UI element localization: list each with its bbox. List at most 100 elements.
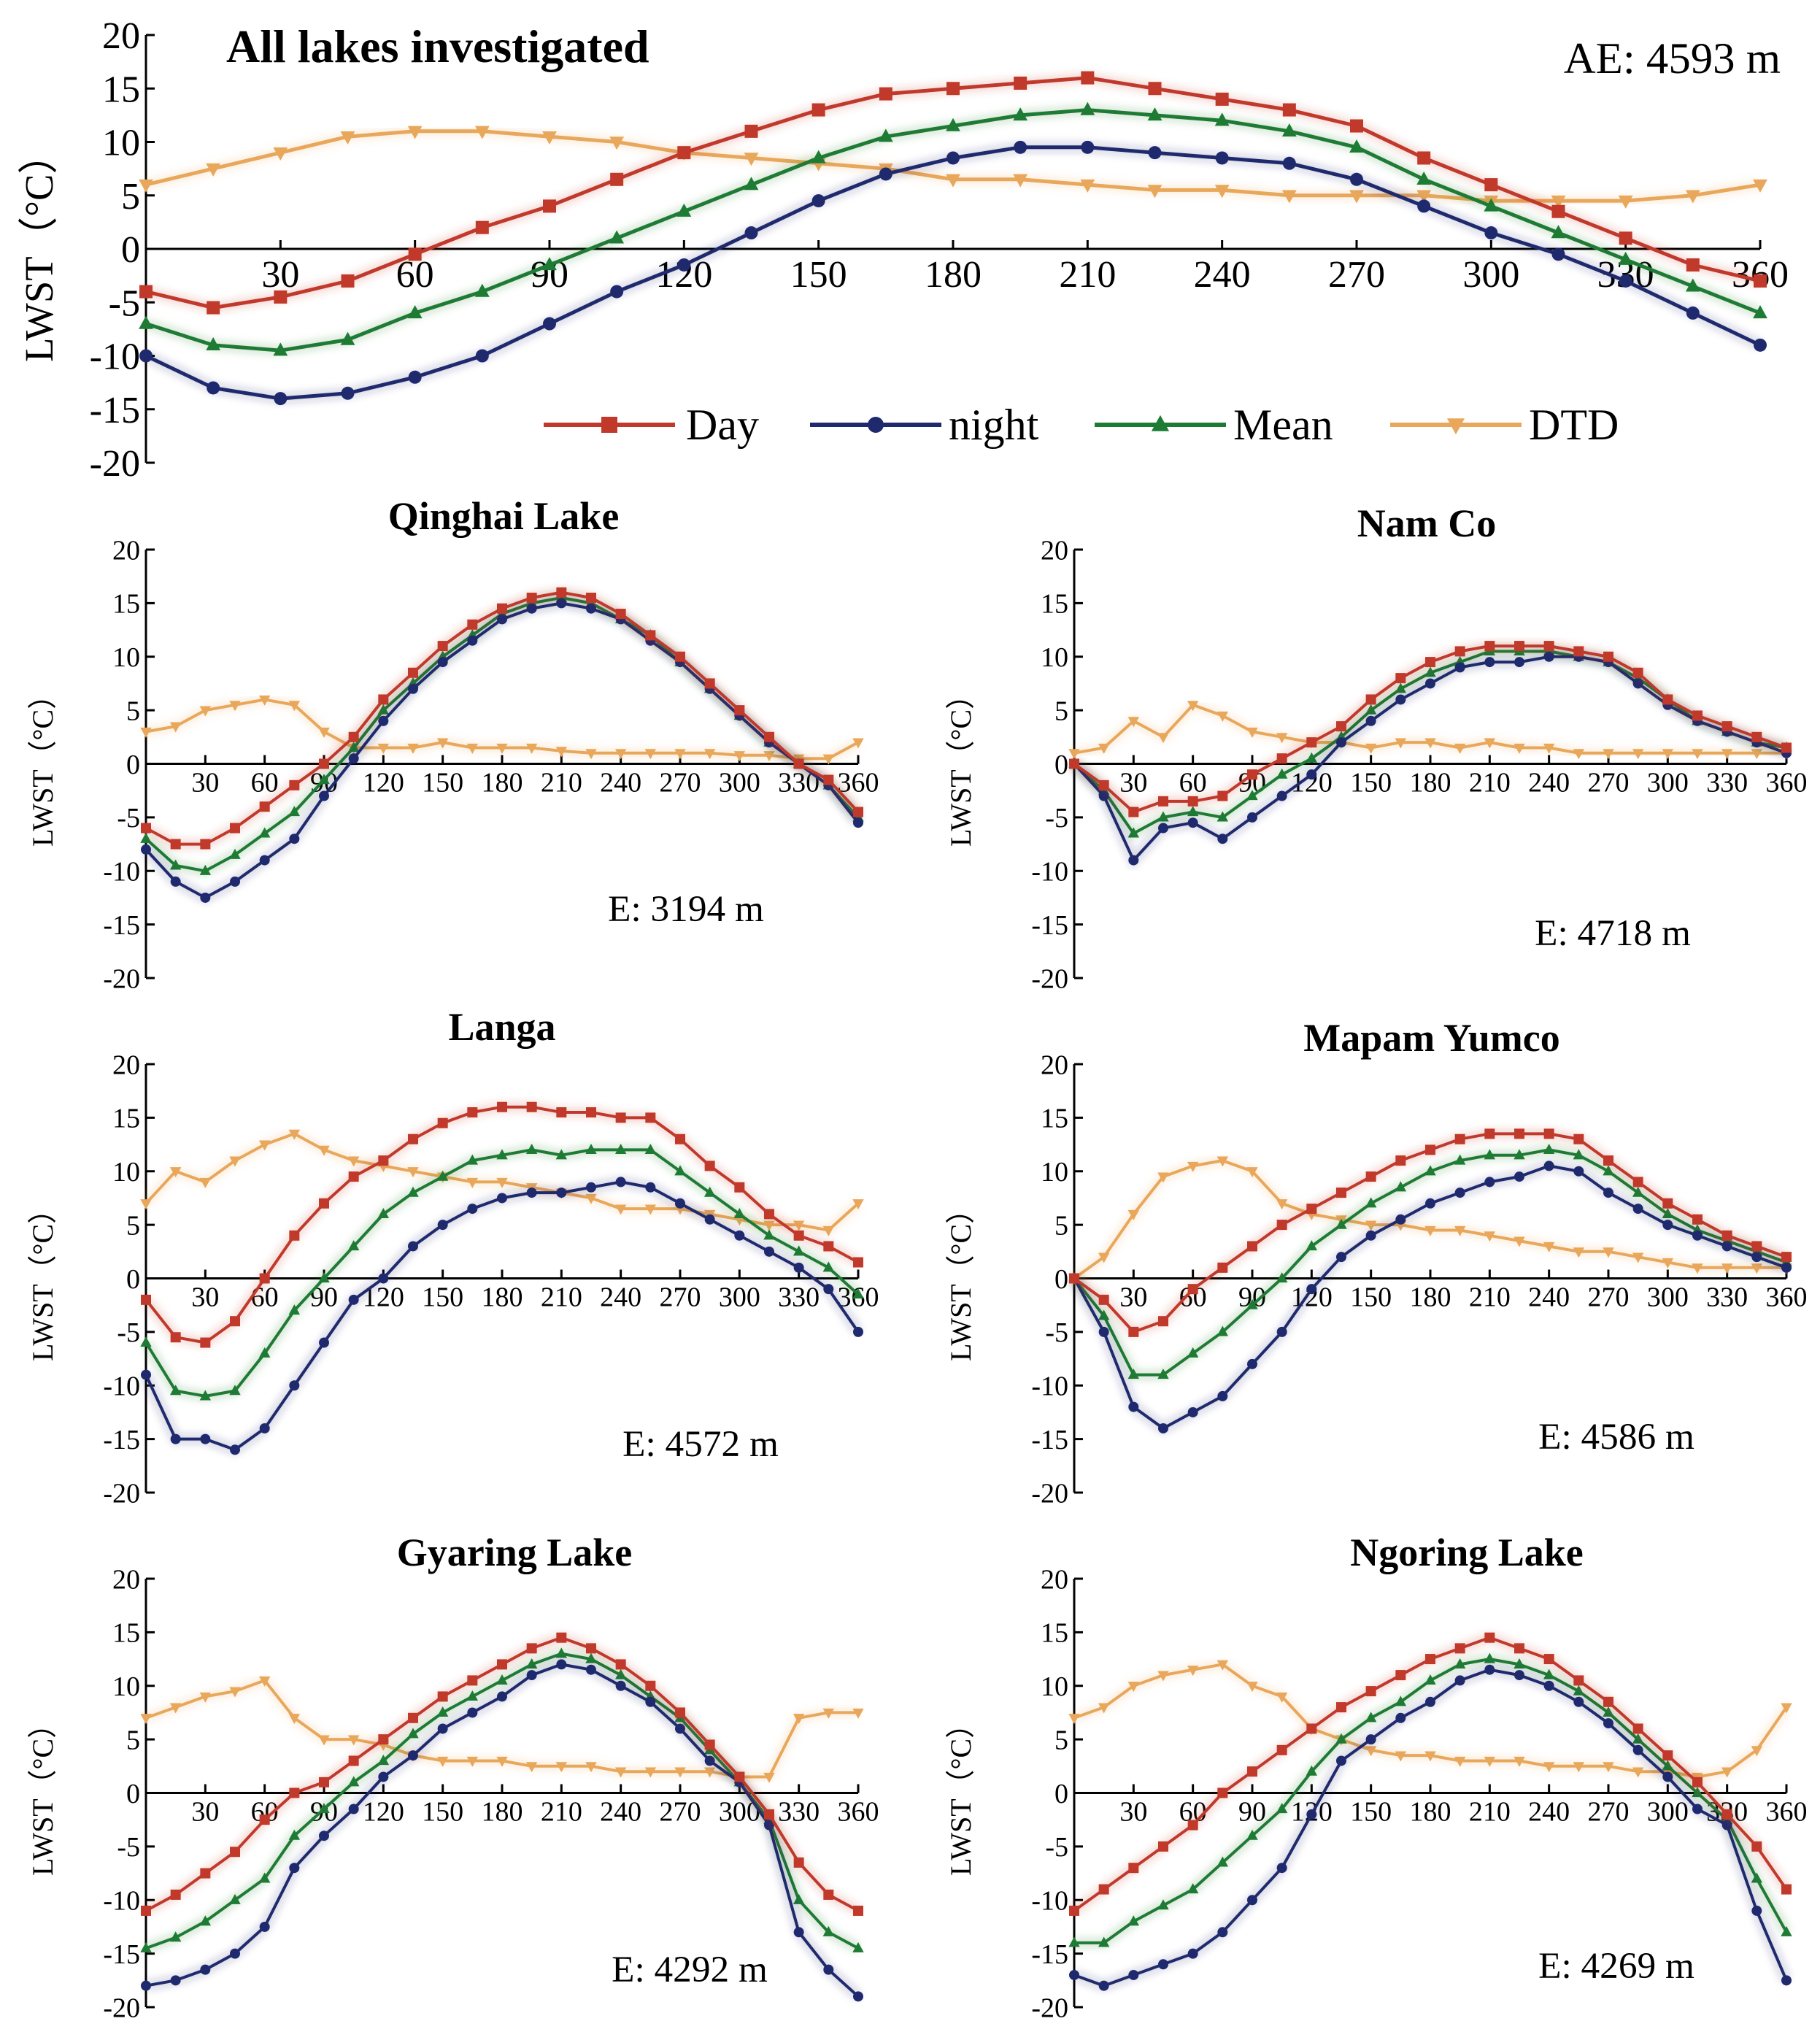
- y-tick-label: 20: [1041, 1564, 1068, 1595]
- y-tick-label: -10: [1031, 1371, 1068, 1402]
- x-tick-label: 240: [1528, 1282, 1570, 1313]
- data-point: [140, 1714, 152, 1725]
- data-point: [1336, 721, 1346, 732]
- y-tick-label: 10: [112, 642, 140, 673]
- data-point: [1425, 1696, 1435, 1707]
- data-point: [408, 247, 422, 261]
- data-point: [1395, 694, 1406, 705]
- y-axis-label: LWST（°C）: [944, 1195, 977, 1361]
- y-axis-label: LWST（°C）: [17, 134, 61, 362]
- series-day: [141, 587, 863, 850]
- data-point: [676, 203, 692, 217]
- data-point: [140, 1199, 152, 1210]
- data-point: [1603, 1155, 1613, 1166]
- data-point: [1454, 1658, 1466, 1668]
- data-point: [1603, 1696, 1613, 1707]
- y-tick-label: 0: [121, 229, 140, 271]
- data-point: [1514, 1171, 1524, 1182]
- data-point: [408, 667, 418, 678]
- y-tick-label: 0: [1054, 750, 1068, 780]
- data-point: [1013, 107, 1028, 121]
- data-point: [1543, 1242, 1555, 1252]
- data-point: [853, 1326, 863, 1337]
- chart-title: Gyaring Lake: [397, 1531, 633, 1574]
- data-point: [1662, 1258, 1674, 1269]
- data-point: [199, 864, 212, 875]
- data-point: [1692, 1787, 1703, 1798]
- data-point: [1484, 226, 1498, 240]
- data-point: [229, 848, 241, 859]
- data-point: [318, 1272, 330, 1283]
- data-point: [230, 1847, 240, 1858]
- data-point: [1365, 1712, 1377, 1723]
- data-point: [1632, 1177, 1643, 1188]
- data-point: [586, 593, 596, 604]
- data-point: [497, 1101, 507, 1112]
- data-point: [1543, 1668, 1555, 1679]
- data-point: [878, 128, 893, 142]
- data-point: [170, 876, 181, 887]
- data-point: [1336, 737, 1346, 748]
- data-point: [853, 807, 863, 817]
- data-point: [852, 1288, 864, 1299]
- data-point: [467, 1107, 478, 1118]
- data-point: [1721, 1230, 1732, 1241]
- elevation-label: E: 4572 m: [622, 1423, 779, 1465]
- data-point: [763, 751, 775, 762]
- data-point: [288, 1714, 301, 1725]
- data-point: [1147, 185, 1162, 199]
- data-point: [1276, 790, 1287, 801]
- data-point: [259, 801, 270, 812]
- data-point: [1484, 657, 1495, 668]
- data-point: [1454, 1756, 1466, 1767]
- data-point: [1685, 190, 1700, 204]
- data-point: [1276, 1744, 1287, 1755]
- data-point: [199, 1915, 212, 1926]
- data-point: [207, 381, 220, 395]
- data-point: [1013, 174, 1028, 188]
- data-point: [615, 1177, 626, 1188]
- x-tick-label: 270: [660, 768, 701, 798]
- data-point: [1424, 738, 1436, 749]
- data-point: [1514, 1670, 1524, 1681]
- data-point: [497, 1659, 507, 1670]
- data-point: [586, 1664, 596, 1675]
- legend-item-day: Day: [544, 401, 759, 449]
- data-point: [1751, 1263, 1763, 1274]
- y-tick-label: -20: [103, 1993, 140, 2023]
- data-point: [1632, 1767, 1644, 1778]
- legend-item-night: night: [810, 401, 1039, 449]
- y-tick-label: -20: [103, 1478, 140, 1509]
- y-tick-label: 10: [1041, 642, 1068, 673]
- legend-item-dtd: DTD: [1390, 401, 1619, 449]
- data-point: [675, 1723, 685, 1734]
- x-tick-label: 150: [790, 254, 847, 296]
- x-tick-label: 330: [778, 1797, 820, 1828]
- data-point: [811, 150, 826, 163]
- elevation-label: AE: 4593 m: [1564, 34, 1781, 83]
- data-point: [1551, 225, 1566, 239]
- series-halo: [143, 587, 863, 850]
- data-point: [1098, 1884, 1109, 1895]
- x-tick-label: 240: [600, 1797, 641, 1828]
- data-point: [1306, 1204, 1317, 1215]
- y-tick-label: 15: [112, 1618, 140, 1649]
- x-tick-label: 60: [1179, 768, 1207, 798]
- chart-title: Ngoring Lake: [1350, 1531, 1584, 1574]
- x-tick-label: 30: [191, 768, 219, 798]
- data-point: [734, 1182, 745, 1193]
- data-point: [1573, 1133, 1584, 1144]
- data-point: [475, 220, 489, 234]
- data-point: [610, 172, 624, 186]
- chart-title: Langa: [448, 1005, 555, 1049]
- data-point: [1276, 753, 1287, 764]
- x-tick-label: 360: [838, 1797, 879, 1828]
- data-point: [823, 1284, 834, 1295]
- data-point: [609, 136, 625, 150]
- data-point: [1662, 1198, 1673, 1209]
- data-point: [764, 1246, 774, 1257]
- data-point: [206, 337, 221, 351]
- data-point: [614, 1668, 627, 1679]
- data-point: [1454, 743, 1466, 754]
- data-point: [1187, 1666, 1199, 1677]
